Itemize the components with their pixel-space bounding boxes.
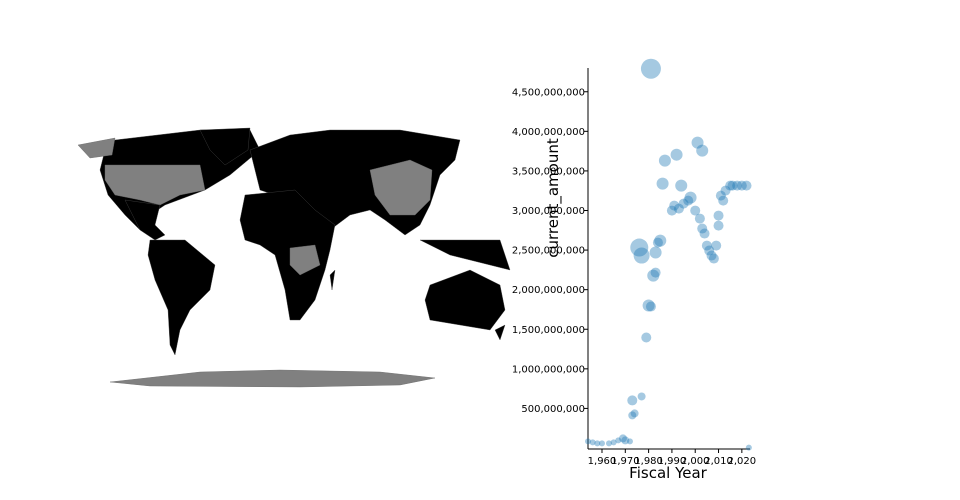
x-tick-label: 2,010 (704, 456, 733, 467)
x-tick-label: 1,980 (634, 456, 663, 467)
point (654, 234, 667, 247)
point (594, 440, 601, 447)
point (640, 58, 661, 79)
point (697, 223, 708, 234)
x-tick-label: 1,990 (658, 456, 687, 467)
y-tick-label: 4,500,000,000 (512, 87, 585, 98)
point (713, 220, 724, 231)
y-tick-label: 4,000,000,000 (512, 127, 585, 138)
point (673, 203, 684, 214)
scatter-plot: Fiscal Year current_amount 500,000,000 1,… (512, 58, 757, 482)
country (109, 369, 436, 388)
point (713, 210, 724, 221)
y-tick-label: 500,000,000 (521, 404, 585, 415)
country (124, 199, 166, 241)
point (701, 240, 712, 251)
point (628, 411, 637, 420)
point (684, 191, 697, 204)
x-tick-label: 2,020 (728, 456, 757, 467)
point (669, 200, 680, 211)
point (691, 136, 704, 149)
point (715, 190, 726, 201)
country (77, 137, 116, 159)
y-tick-label: 3,500,000,000 (512, 166, 585, 177)
point (633, 247, 650, 264)
point (598, 440, 605, 447)
point (711, 240, 722, 251)
y-tick-label: 3,000,000,000 (512, 206, 585, 217)
y-tick-label: 1,500,000,000 (512, 325, 585, 336)
point (690, 205, 701, 216)
point (720, 185, 731, 196)
point (647, 269, 660, 282)
point (645, 301, 656, 312)
country (369, 159, 433, 216)
y-tick-label: 2,000,000,000 (512, 285, 585, 296)
point (589, 439, 596, 446)
point (718, 195, 729, 206)
point (621, 436, 630, 445)
country (239, 189, 336, 321)
point (649, 246, 662, 259)
y-tick-label: 1,000,000,000 (512, 364, 585, 375)
point (652, 237, 663, 248)
x-tick-label: 1,960 (588, 456, 617, 467)
country (494, 324, 506, 341)
point (725, 180, 736, 191)
point (630, 409, 639, 418)
point (694, 213, 705, 224)
point (605, 440, 612, 447)
point (650, 267, 661, 278)
point (696, 144, 709, 157)
point (699, 228, 710, 239)
y-tick-label: 2,500,000,000 (512, 246, 585, 257)
point (658, 154, 671, 167)
point (642, 299, 655, 312)
point (637, 392, 646, 401)
point (641, 332, 652, 343)
point (683, 195, 694, 206)
point (704, 245, 715, 256)
point (585, 438, 591, 445)
point (618, 434, 627, 443)
point (615, 437, 622, 444)
country (419, 239, 511, 271)
point (610, 439, 617, 446)
point (736, 180, 747, 191)
point (675, 179, 688, 192)
country (147, 239, 216, 356)
point (656, 177, 669, 190)
point (745, 444, 752, 451)
point (732, 180, 743, 191)
x-axis-label: Fiscal Year (629, 464, 707, 482)
point (727, 180, 738, 191)
country (329, 269, 336, 291)
point (741, 180, 752, 191)
country (199, 127, 251, 166)
country (424, 269, 506, 331)
point (708, 253, 719, 264)
y-axis-label: current_amount (544, 138, 563, 258)
point (706, 250, 717, 261)
country (289, 244, 321, 276)
world-map (77, 127, 511, 388)
point (670, 148, 683, 161)
x-tick-label: 2,000 (681, 456, 710, 467)
point (678, 198, 689, 209)
point (666, 205, 677, 216)
point (627, 395, 638, 406)
x-tick-label: 1,970 (611, 456, 640, 467)
point (626, 438, 633, 445)
point (630, 238, 649, 257)
